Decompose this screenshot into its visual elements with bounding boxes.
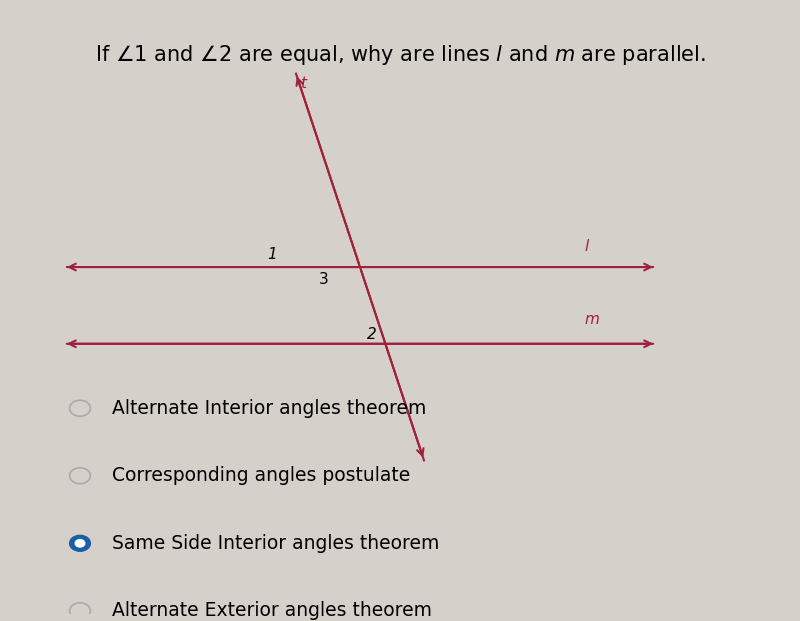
Circle shape bbox=[70, 535, 90, 551]
Text: Alternate Interior angles theorem: Alternate Interior angles theorem bbox=[112, 399, 426, 418]
Text: $t$: $t$ bbox=[300, 75, 309, 91]
Text: $m$: $m$ bbox=[584, 312, 600, 327]
Circle shape bbox=[75, 540, 85, 547]
Text: 1: 1 bbox=[267, 247, 277, 262]
Text: Alternate Exterior angles theorem: Alternate Exterior angles theorem bbox=[112, 601, 432, 620]
Text: 2: 2 bbox=[367, 327, 377, 342]
Text: Same Side Interior angles theorem: Same Side Interior angles theorem bbox=[112, 534, 439, 553]
Text: Corresponding angles postulate: Corresponding angles postulate bbox=[112, 466, 410, 485]
Text: 3: 3 bbox=[319, 272, 329, 287]
Text: $l$: $l$ bbox=[584, 238, 590, 253]
Text: If ∠1 and ∠2 are equal, why are lines $l$ and $m$ are parallel.: If ∠1 and ∠2 are equal, why are lines $l… bbox=[94, 43, 706, 67]
